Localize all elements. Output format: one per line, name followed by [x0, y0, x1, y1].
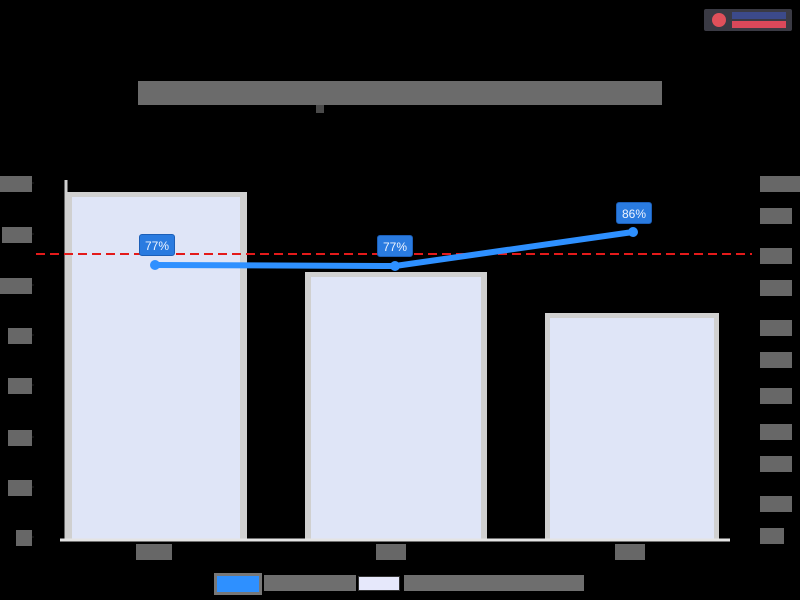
right-tick-label [760, 496, 792, 512]
chart-title [138, 81, 662, 105]
right-tick-label [760, 528, 784, 544]
right-tick-label [760, 424, 792, 440]
right-tick-label [760, 352, 792, 368]
right-tick-label [760, 176, 800, 192]
left-tick-label [0, 176, 32, 192]
left-tick-label [8, 328, 32, 344]
legend-swatch-bar[interactable] [358, 576, 400, 591]
data-label-2: 77% [377, 235, 414, 257]
title-descender [316, 105, 324, 113]
legend-label-line[interactable] [264, 575, 356, 591]
logo-text-bottom [732, 21, 786, 28]
bar-2[interactable] [311, 277, 481, 540]
chart-legend [208, 569, 585, 597]
logo-icon [712, 13, 726, 27]
line-point-3[interactable] [628, 227, 638, 237]
line-point-1[interactable] [150, 260, 160, 270]
data-label-3: 86% [616, 202, 653, 224]
line-point-2[interactable] [390, 261, 400, 271]
right-tick-label [760, 320, 792, 336]
legend-swatch-line[interactable] [214, 573, 262, 595]
bar-3[interactable] [550, 318, 714, 540]
x-category-label-3 [615, 544, 645, 560]
left-tick-label [2, 227, 32, 243]
legend-label-bar[interactable] [404, 575, 584, 591]
logo-text-top [732, 12, 786, 19]
right-tick-label [760, 280, 792, 296]
x-category-label-2 [376, 544, 406, 560]
left-tick-label [8, 378, 32, 394]
right-tick-label [760, 208, 792, 224]
left-tick-label [8, 480, 32, 496]
right-tick-label [760, 248, 792, 264]
left-tick-label [16, 530, 32, 546]
right-tick-label [760, 388, 792, 404]
x-category-label-1 [136, 544, 172, 560]
brand-logo [704, 9, 792, 31]
left-tick-label [8, 430, 32, 446]
data-label-1: 77% [139, 234, 176, 256]
left-tick-label [0, 278, 32, 294]
right-tick-label [760, 456, 792, 472]
